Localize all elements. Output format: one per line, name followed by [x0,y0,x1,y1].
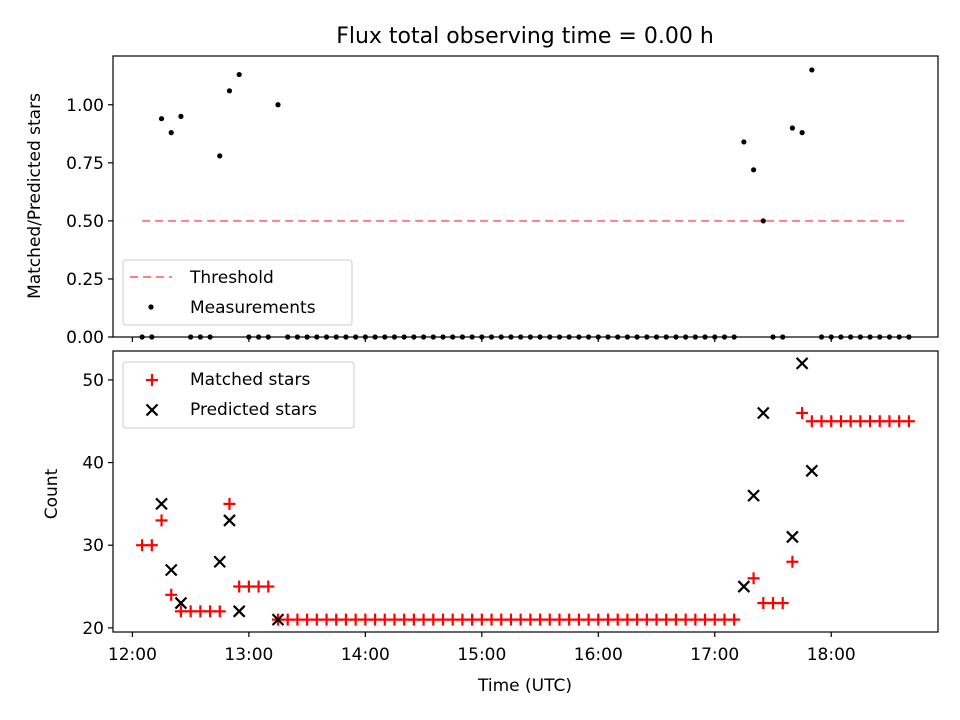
legend-matched-label: Matched stars [190,370,310,390]
predicted-star-point [737,580,751,593]
bottom-x-tick-label: 15:00 [457,645,506,665]
cross-stroke-b [164,563,178,577]
bottom-x-tick-label: 17:00 [690,645,739,665]
legend-predicted-swatch [145,403,159,417]
predicted-star-point [757,406,770,420]
matched-star-point [155,514,168,527]
matched-star-point [796,406,809,419]
predicted-star-point [232,605,246,618]
cross-stroke-b [174,596,188,610]
predicted-star-point [271,613,285,626]
measurement-point [750,167,757,173]
legend-threshold-label: Threshold [189,268,274,288]
count-points [136,357,915,626]
cross-stroke-b [757,406,770,420]
cross-stroke-b [145,403,159,417]
measurement-point [236,71,242,78]
bottom-legend: Matched stars Predicted stars [122,361,355,429]
measurement-point [741,139,747,145]
bottom-x-tick-label: 13:00 [224,645,273,665]
cross-stroke-b [271,613,285,626]
bottom-y-tick-label: 30 [82,536,104,556]
measurement-points [139,67,912,340]
predicted-star-point [223,514,236,527]
predicted-star-point [747,489,760,502]
bottom-legend-box [122,361,355,429]
top-y-tick-label: 0.00 [66,328,104,348]
legend-matched-marker [146,374,158,386]
matched-star-point [786,555,799,568]
cross-stroke-b [232,605,246,618]
cross-stroke-b [155,497,168,511]
measurement-point [158,116,165,122]
cross-stroke-b [786,530,799,544]
top-axes: 0.00 0.25 0.50 0.75 1.00 Matched/Predicted s… [25,55,939,348]
top-legend-box [122,259,353,326]
cross-stroke-b [737,580,751,593]
top-legend: Threshold Measurements [122,259,353,326]
cross-stroke-b [805,464,819,478]
legend-measurements-swatch [148,304,154,310]
cross-stroke-b [223,514,236,527]
bottom-x-tick-label: 12:00 [108,645,157,665]
measurement-point [789,125,796,131]
matched-star-point [262,580,275,593]
legend-predicted-marker [145,403,159,417]
matched-star-point [747,572,760,585]
x-axis-label: Time (UTC) [477,676,572,696]
bottom-y-tick-label: 50 [82,371,104,391]
predicted-star-point [174,596,188,610]
measurement-point [226,88,233,94]
bottom-y-tick-label: 20 [82,619,104,639]
matched-star-point [776,597,789,610]
top-y-tick-label: 0.25 [66,270,104,290]
bottom-x-tick-label: 14:00 [341,645,390,665]
measurement-point [809,67,815,73]
measurement-point [217,153,223,159]
legend-matched-swatch [146,374,158,386]
cross-stroke-b [747,489,760,502]
bottom-y-tick-label: 40 [82,454,104,474]
top-y-axis-label: Matched/Predicted stars [25,93,45,299]
legend-predicted-label: Predicted stars [190,400,317,420]
bottom-x-tick-label: 18:00 [807,645,856,665]
top-y-tick-label: 1.00 [66,96,104,116]
matched-star-point [728,613,741,626]
predicted-star-point [155,497,168,511]
matched-star-point [902,415,915,428]
top-axes-frame [112,55,939,338]
legend-measurements-label: Measurements [190,298,316,318]
top-y-tick-label: 0.50 [66,212,104,232]
predicted-star-point [795,357,809,370]
predicted-star-point [805,464,819,478]
matched-star-point [223,497,236,510]
cross-stroke-b [795,357,809,370]
measurement-point [178,113,184,119]
measurement-point [760,218,766,224]
predicted-star-point [213,555,227,569]
predicted-star-point [786,530,799,544]
measurement-point [168,130,174,136]
top-x-ticks [131,337,832,342]
bottom-axes-frame [112,350,939,633]
bottom-y-ticks: 20 30 40 50 [82,371,113,639]
matched-star-point [165,588,178,601]
chart-title: Flux total observing time = 0.00 h [336,24,714,49]
measurement-point [799,130,805,136]
top-y-ticks: 0.00 0.25 0.50 0.75 1.00 [66,96,113,348]
matched-star-point [145,539,158,552]
cross-stroke-b [213,555,227,569]
bottom-x-tick-label: 16:00 [574,645,623,665]
bottom-y-axis-label: Count [42,468,62,519]
top-y-tick-label: 0.75 [66,154,104,174]
bottom-x-ticks: 12:00 13:00 14:00 15:00 16:00 17:00 18:00 [108,632,856,665]
matched-star-point [213,605,226,618]
measurement-point [275,102,281,108]
predicted-star-point [164,563,178,577]
